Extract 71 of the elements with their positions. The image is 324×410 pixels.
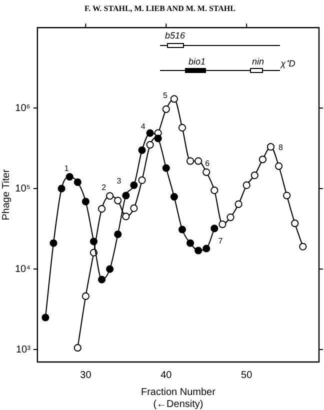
point <box>266 143 275 151</box>
point <box>98 276 106 284</box>
point <box>98 205 106 213</box>
point <box>194 157 202 165</box>
annotation: 8 <box>278 143 284 152</box>
point <box>274 162 283 170</box>
point <box>291 220 299 228</box>
annotation: 3 <box>116 176 122 186</box>
point <box>250 172 258 180</box>
point <box>210 224 218 232</box>
x-tick-label: 40 <box>160 370 172 381</box>
point <box>154 134 162 142</box>
point <box>226 213 234 222</box>
y-axis-title: Phage Titer <box>0 168 12 220</box>
point <box>42 314 50 322</box>
point <box>202 244 210 252</box>
chart-title: F. W. STAHL, M. LIEB AND M. M. STAHL <box>84 4 236 13</box>
annotation: 5 <box>162 91 168 100</box>
annotation: 7 <box>218 236 224 246</box>
point <box>74 344 82 352</box>
point <box>122 212 130 220</box>
point <box>138 176 146 184</box>
point <box>218 220 226 228</box>
annotation: nin <box>252 56 264 66</box>
annotation: 2 <box>102 183 107 192</box>
annotation: 4 <box>140 122 146 132</box>
point <box>122 192 130 200</box>
x-axis-title: Fraction Number (←Density) <box>140 386 216 410</box>
point <box>170 95 178 103</box>
annotation: bio1 <box>188 56 206 66</box>
point <box>114 230 122 238</box>
y-tick-label: 10³ <box>16 344 32 356</box>
point <box>178 226 186 234</box>
point <box>90 238 98 246</box>
annotation: b516 <box>164 30 186 40</box>
point <box>146 140 154 149</box>
annotation: 6 <box>205 159 210 168</box>
point <box>234 200 242 208</box>
x-tick-label: 50 <box>241 370 253 381</box>
point <box>210 186 218 194</box>
point <box>162 164 170 172</box>
point <box>146 129 154 137</box>
point <box>106 192 114 200</box>
point <box>130 204 138 212</box>
point <box>162 105 170 113</box>
point <box>82 292 90 300</box>
point <box>50 239 58 247</box>
point <box>66 173 74 181</box>
point <box>170 193 178 201</box>
point <box>283 192 291 200</box>
point <box>138 146 146 154</box>
point <box>186 157 194 165</box>
y-tick-label: 10⁵ <box>15 183 30 194</box>
annotation: 1 <box>64 164 70 174</box>
y-tick-label: 10⁴ <box>15 264 30 275</box>
point <box>74 178 82 186</box>
point <box>114 196 122 204</box>
annotation: χ⁺D <box>280 58 296 68</box>
point <box>58 184 66 192</box>
x-tick-label: 30 <box>80 370 92 381</box>
point <box>82 198 90 206</box>
y-tick-label: 10⁶ <box>15 102 30 114</box>
point <box>130 181 138 190</box>
point <box>106 265 114 273</box>
point <box>202 168 210 176</box>
point <box>194 246 202 254</box>
point <box>299 242 307 250</box>
point <box>242 181 250 190</box>
point <box>258 156 266 164</box>
point <box>186 239 194 247</box>
point <box>178 124 186 132</box>
